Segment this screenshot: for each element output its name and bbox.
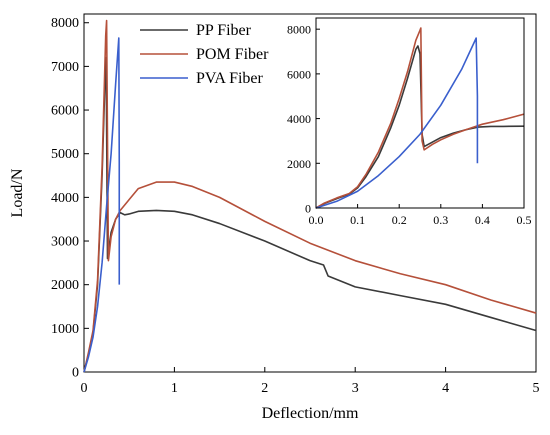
inset-series-line-pom-fiber <box>315 27 525 209</box>
main-x-tick-label: 5 <box>533 381 540 396</box>
main-y-tick-label: 7000 <box>51 60 79 75</box>
legend: PP Fiber POM Fiber PVA Fiber <box>140 22 269 87</box>
main-series-group <box>83 19 537 373</box>
main-y-tick-label: 1000 <box>51 322 79 337</box>
inset-x-tick-label: 0.3 <box>433 213 448 227</box>
main-series-line-pom-fiber <box>83 19 537 373</box>
inset-y-tick-label: 0 <box>305 202 311 216</box>
inset-x-tick-label: 0.5 <box>517 213 532 227</box>
main-y-tick-label: 2000 <box>51 278 79 293</box>
main-y-tick-label: 3000 <box>51 235 79 250</box>
inset-x-tick-label: 0.4 <box>475 213 490 227</box>
main-plot-frame <box>83 13 537 373</box>
x-axis-title: Deflection/mm <box>262 405 359 422</box>
y-axis-title: Load/N <box>9 168 26 217</box>
main-series-line-pva-fiber <box>83 37 121 373</box>
main-y-tick-label: 6000 <box>51 104 79 119</box>
main-y-tick-label: 0 <box>72 366 79 381</box>
main-x-tick-label: 4 <box>442 381 449 396</box>
legend-label-pom-fiber: POM Fiber <box>196 46 269 63</box>
inset-x-tick-label: 0.2 <box>392 213 407 227</box>
main-plot: 0 1 2 3 4 5 0 1000 2000 3000 4000 5000 6000 7000 8000 <box>51 13 540 396</box>
main-axis-ticks: 0 1 2 3 4 5 0 1000 2000 3000 4000 5000 6000 7000 8000 <box>51 16 540 396</box>
inset-axis-ticks: 0.0 0.1 0.2 0.3 0.4 0.5 0 2000 4000 6000 8000 <box>287 23 532 227</box>
main-x-tick-label: 3 <box>352 381 359 396</box>
inset-x-tick-label: 0.0 <box>309 213 324 227</box>
inset-y-tick-label: 2000 <box>287 157 311 171</box>
main-y-tick-label: 8000 <box>51 16 79 31</box>
main-y-tick-label: 4000 <box>51 191 79 206</box>
main-x-tick-label: 2 <box>261 381 268 396</box>
inset-plot: 0.0 0.1 0.2 0.3 0.4 0.5 0 2000 4000 6000 8000 <box>287 17 532 227</box>
main-x-tick-label: 0 <box>81 381 88 396</box>
inset-series-line-pva-fiber <box>315 37 479 209</box>
legend-label-pp-fiber: PP Fiber <box>196 22 252 39</box>
inset-y-tick-label: 6000 <box>287 67 311 81</box>
inset-plot-frame <box>315 17 525 209</box>
inset-background <box>316 18 524 208</box>
main-y-tick-label: 5000 <box>51 147 79 162</box>
legend-label-pva-fiber: PVA Fiber <box>196 70 264 87</box>
inset-y-tick-label: 8000 <box>287 23 311 37</box>
inset-y-tick-label: 4000 <box>287 112 311 126</box>
inset-x-tick-label: 0.1 <box>350 213 365 227</box>
main-x-tick-label: 1 <box>171 381 178 396</box>
inset-series-group <box>315 27 525 209</box>
